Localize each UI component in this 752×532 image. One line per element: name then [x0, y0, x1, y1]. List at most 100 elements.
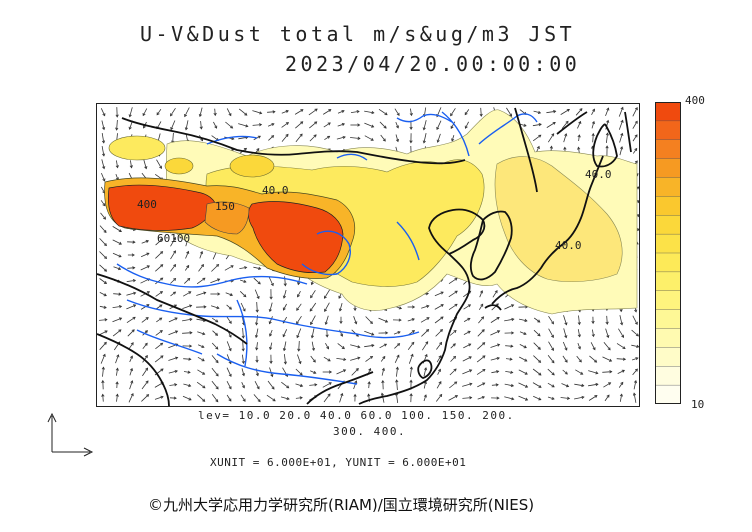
- wind-arrow: [364, 110, 374, 114]
- wind-arrow: [616, 358, 626, 360]
- wind-arrow: [605, 328, 609, 338]
- wind-arrow-head: [551, 372, 555, 376]
- vector-units: XUNIT = 6.000E+01, YUNIT = 6.000E+01: [210, 456, 467, 469]
- wind-arrow-head: [551, 321, 554, 325]
- wind-arrow-head: [579, 108, 583, 112]
- wind-arrow: [562, 369, 568, 375]
- wind-arrow: [101, 159, 105, 169]
- wind-arrow: [434, 291, 444, 297]
- wind-arrow: [182, 332, 192, 334]
- wind-arrow-head: [129, 355, 133, 359]
- wind-arrow-head: [510, 370, 514, 374]
- colorbar-swatch: [654, 215, 682, 235]
- wind-arrow: [435, 394, 443, 402]
- wind-arrow-head: [256, 147, 260, 152]
- wind-arrow-head: [217, 292, 221, 296]
- wind-arrow-head: [398, 318, 402, 322]
- wind-arrow-head: [454, 277, 458, 281]
- wind-arrow-head: [184, 113, 188, 118]
- wind-arrow: [295, 368, 303, 376]
- wind-arrow-head: [537, 346, 541, 350]
- wind-arrow: [242, 327, 244, 339]
- wind-arrow-head: [257, 135, 261, 139]
- wind-arrow: [480, 107, 482, 117]
- wind-arrow: [619, 394, 623, 402]
- wind-arrow-head: [228, 334, 232, 338]
- colorbar-swatch: [654, 271, 682, 292]
- wind-arrow-head: [159, 165, 162, 169]
- wind-arrow: [336, 136, 346, 140]
- wind-arrow-head: [395, 125, 399, 129]
- wind-arrow: [547, 133, 555, 143]
- wind-arrow-head: [174, 383, 178, 387]
- wind-arrow: [423, 367, 427, 377]
- wind-arrow: [170, 120, 176, 130]
- wind-arrow: [532, 368, 542, 376]
- wind-arrow: [99, 305, 107, 309]
- wind-arrow-head: [480, 303, 484, 307]
- wind-arrow: [242, 341, 244, 351]
- wind-arrow-head: [382, 138, 386, 142]
- wind-arrow-head: [297, 348, 301, 352]
- wind-arrow-head: [102, 166, 106, 170]
- wind-arrow-head: [482, 382, 486, 386]
- wind-arrow-head: [523, 331, 527, 335]
- wind-arrow-head: [580, 371, 584, 375]
- wind-arrow: [182, 291, 192, 297]
- wind-arrow-head: [142, 112, 146, 117]
- wind-arrow-head: [605, 145, 609, 149]
- wind-arrow: [519, 318, 527, 322]
- wind-arrow: [548, 341, 554, 351]
- wind-arrow-head: [565, 384, 570, 388]
- wind-arrow: [115, 354, 119, 364]
- wind-arrow-head: [524, 318, 528, 323]
- wind-arrow-head: [537, 333, 541, 337]
- wind-arrow-head: [327, 358, 331, 362]
- wind-arrow-head: [160, 251, 164, 255]
- wind-arrow: [116, 119, 118, 131]
- wind-arrow-head: [578, 120, 582, 125]
- wind-arrow: [310, 355, 316, 363]
- wind-arrow: [350, 344, 360, 348]
- colorbar-min-label: 10: [691, 398, 705, 411]
- wind-arrow-head: [173, 263, 177, 268]
- wind-arrow-head: [103, 216, 106, 220]
- wind-arrow: [99, 278, 107, 284]
- wind-arrow-head: [101, 140, 106, 144]
- wind-arrow: [196, 381, 206, 389]
- wind-arrow-head: [553, 109, 557, 114]
- wind-arrow: [325, 343, 329, 349]
- wind-arrow-head: [144, 354, 148, 359]
- wind-arrow: [519, 356, 527, 362]
- wind-arrow: [99, 251, 107, 259]
- wind-arrow-head: [564, 133, 568, 137]
- wind-arrow-head: [482, 368, 486, 372]
- wind-arrow: [563, 328, 567, 338]
- wind-arrow-head: [452, 343, 456, 347]
- wind-arrow: [297, 291, 301, 297]
- wind-arrow: [632, 107, 638, 117]
- wind-arrow: [127, 329, 135, 337]
- wind-arrow: [142, 343, 148, 349]
- wind-arrow: [112, 226, 122, 232]
- contour-label-40-east: 40.0: [585, 168, 612, 181]
- wind-arrow-head: [634, 368, 638, 372]
- wind-arrow-head: [324, 308, 328, 312]
- wind-arrow: [252, 110, 262, 114]
- wind-arrow-head: [368, 368, 372, 372]
- wind-arrow-head: [592, 108, 595, 112]
- wind-arrow: [479, 290, 483, 298]
- wind-arrow: [140, 304, 150, 310]
- wind-arrow-head: [340, 392, 344, 397]
- wind-arrow: [324, 302, 330, 312]
- wind-arrow-head: [510, 383, 515, 388]
- wind-arrow-head: [409, 379, 413, 383]
- wind-arrow: [170, 107, 176, 117]
- wind-arrow: [212, 330, 218, 336]
- wind-arrow-head: [309, 308, 313, 312]
- wind-arrow: [606, 133, 608, 143]
- wind-arrow-head: [496, 370, 500, 374]
- wind-arrow-head: [129, 165, 133, 169]
- wind-arrow: [533, 342, 541, 350]
- wind-arrow-head: [255, 309, 259, 313]
